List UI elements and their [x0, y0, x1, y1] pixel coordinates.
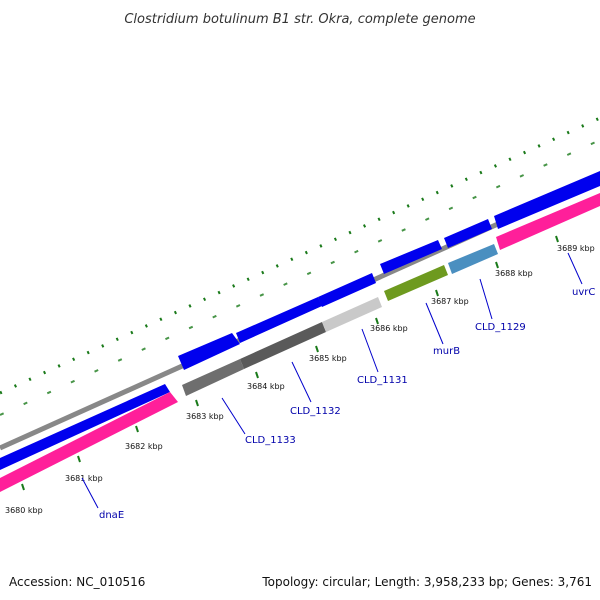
kbp-label-3684: 3684 kbp — [247, 382, 285, 391]
kbp-tick-3686 — [375, 317, 379, 325]
kbp-tick-3680 — [21, 483, 25, 491]
kbp-tick-3685 — [315, 345, 319, 353]
gene-label-uvrC: uvrC — [572, 287, 595, 298]
forward-cds-block-3 — [236, 297, 322, 343]
gene-label-CLD_1131: CLD_1131 — [357, 375, 408, 386]
gene-label-CLD_1133: CLD_1133 — [245, 435, 296, 446]
reverse-gene-CLD_1132 — [240, 322, 326, 369]
kbp-tick-marks — [21, 235, 559, 491]
gene-label-lines — [81, 252, 583, 509]
forward-cds-block-4 — [318, 273, 376, 307]
gene-label-CLD_1132: CLD_1132 — [290, 406, 341, 417]
forward-cds-block-1 — [0, 384, 170, 470]
accession-text: Accession: NC_010516 — [9, 575, 145, 589]
kbp-label-3680: 3680 kbp — [5, 506, 43, 515]
map-title: Clostridium botulinum B1 str. Okra, comp… — [124, 12, 475, 27]
kbp-tick-3687 — [435, 289, 439, 297]
reverse-gene-CLD_1129 — [448, 244, 498, 274]
forward-cds-block-2 — [178, 333, 240, 370]
reverse-gene-murB — [384, 265, 448, 301]
kbp-tick-3683 — [195, 399, 199, 407]
kbp-tick-3681 — [77, 455, 81, 463]
leader-line-CLD_1132 — [291, 361, 312, 403]
forward-cds-block-5 — [380, 240, 442, 274]
kbp-tick-3684 — [255, 371, 259, 379]
kbp-label-3685: 3685 kbp — [309, 354, 347, 363]
leader-line-dnaE — [81, 477, 99, 509]
kbp-label-3681: 3681 kbp — [65, 474, 103, 483]
leader-line-CLD_1131 — [361, 328, 379, 373]
kbp-label-3686: 3686 kbp — [370, 324, 408, 333]
kbp-label-3687: 3687 kbp — [431, 297, 469, 306]
genome-summary-text: Topology: circular; Length: 3,958,233 bp… — [261, 575, 592, 589]
gene-label-dnaE: dnaE — [99, 510, 124, 521]
reverse-gene-CLD_1131 — [322, 297, 382, 332]
gene-label-CLD_1129: CLD_1129 — [475, 322, 526, 333]
leader-line-murB — [425, 302, 444, 345]
gc-skew-dots — [0, 116, 600, 395]
kbp-label-3689: 3689 kbp — [557, 244, 595, 253]
kbp-tick-3689 — [555, 235, 559, 243]
forward-cds-block-6 — [444, 219, 492, 248]
reverse-gene-CLD_1133 — [182, 359, 244, 396]
kbp-tick-labels: 3680 kbp 3681 kbp 3682 kbp 3683 kbp 3684… — [5, 244, 595, 515]
leader-line-CLD_1129 — [479, 278, 493, 320]
kbp-tick-3682 — [135, 425, 139, 433]
gc-skew-track — [0, 116, 600, 416]
leader-line-CLD_1133 — [221, 397, 246, 435]
reverse-pink-block-left — [0, 392, 178, 492]
kbp-label-3688: 3688 kbp — [495, 269, 533, 278]
forward-track — [0, 171, 600, 470]
kbp-label-3682: 3682 kbp — [125, 442, 163, 451]
reverse-pink-block-right — [496, 193, 600, 250]
gene-labels: dnaE CLD_1133 CLD_1132 CLD_1131 murB CLD… — [99, 287, 595, 521]
reverse-gene-track — [182, 244, 498, 396]
forward-cds-block-7 — [494, 171, 600, 229]
kbp-label-3683: 3683 kbp — [186, 412, 224, 421]
gene-label-murB: murB — [433, 346, 460, 357]
reverse-track — [0, 193, 600, 492]
leader-line-uvrC — [567, 252, 583, 285]
kbp-tick-3688 — [495, 261, 499, 269]
